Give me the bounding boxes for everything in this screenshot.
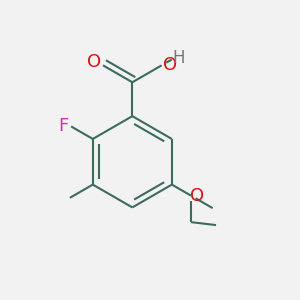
Text: F: F [58, 117, 69, 135]
Text: O: O [163, 56, 177, 74]
Text: O: O [190, 187, 204, 205]
Text: O: O [87, 53, 101, 71]
Text: H: H [172, 49, 184, 67]
